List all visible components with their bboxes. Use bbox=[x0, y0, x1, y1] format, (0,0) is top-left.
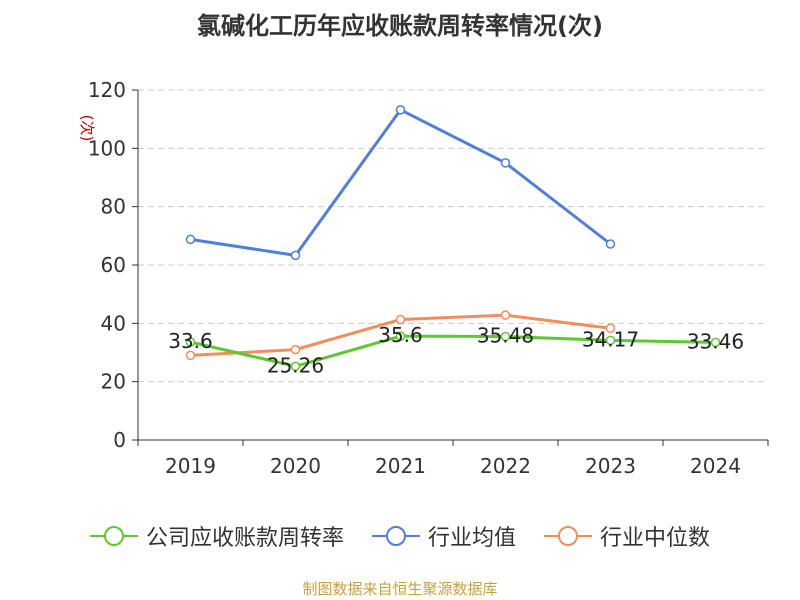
data-label: 33.6 bbox=[168, 329, 213, 353]
legend-item-industry-mean[interactable]: 行业均值 bbox=[371, 520, 516, 552]
y-tick-label: 20 bbox=[101, 370, 126, 394]
data-point bbox=[290, 250, 301, 261]
y-tick-label: 80 bbox=[101, 195, 126, 219]
data-point bbox=[500, 310, 511, 320]
x-tick-label: 2019 bbox=[165, 454, 216, 478]
data-point bbox=[185, 337, 196, 347]
series-line bbox=[190, 334, 716, 368]
x-tick-label: 2024 bbox=[690, 454, 741, 478]
legend-label-industry-median: 行业中位数 bbox=[600, 526, 711, 551]
x-tick-label: 2022 bbox=[480, 454, 531, 478]
data-point bbox=[710, 337, 721, 348]
y-tick-label: 120 bbox=[88, 78, 126, 102]
x-tick-label: 2021 bbox=[375, 454, 426, 478]
data-point bbox=[290, 344, 301, 355]
y-tick-label: 100 bbox=[88, 136, 126, 160]
legend-symbol-industry-median bbox=[544, 526, 592, 546]
source-footer: 制图数据来自恒生聚源数据库 bbox=[302, 580, 498, 598]
y-tick-label: 0 bbox=[113, 428, 126, 452]
data-point bbox=[500, 158, 511, 168]
data-point bbox=[290, 361, 301, 372]
x-tick-label: 2020 bbox=[270, 454, 321, 478]
data-label: 34.17 bbox=[582, 327, 639, 351]
data-label: 25.26 bbox=[267, 353, 324, 377]
legend-item-industry-median[interactable]: 行业中位数 bbox=[544, 520, 710, 552]
data-point bbox=[500, 331, 511, 342]
data-point bbox=[185, 350, 196, 361]
data-label: 35.6 bbox=[378, 323, 423, 347]
legend-item-company[interactable]: 公司应收账款周转率 bbox=[89, 520, 344, 552]
legend-label-industry-mean: 行业均值 bbox=[427, 526, 516, 551]
data-point bbox=[605, 323, 616, 334]
data-label: 35.48 bbox=[477, 324, 534, 348]
legend-label-company: 公司应收账款周转率 bbox=[145, 526, 344, 551]
data-point bbox=[395, 314, 406, 325]
data-point bbox=[605, 335, 616, 346]
chart-title: 氯碱化工历年应收账款周转率情况(次) bbox=[197, 12, 603, 40]
data-label: 33.46 bbox=[687, 329, 744, 353]
legend: 公司应收账款周转率 行业均值 行业中位数 bbox=[0, 520, 800, 552]
y-tick-label: 40 bbox=[101, 311, 126, 335]
legend-symbol-industry-mean bbox=[371, 526, 420, 546]
legend-symbol-company bbox=[89, 526, 138, 546]
y-axis-label: (次) bbox=[78, 115, 96, 142]
data-point bbox=[395, 331, 406, 341]
data-point bbox=[185, 234, 196, 245]
y-tick-label: 60 bbox=[101, 253, 126, 277]
x-tick-label: 2023 bbox=[585, 454, 636, 478]
series-line bbox=[190, 108, 612, 257]
data-point bbox=[605, 239, 616, 249]
data-point bbox=[395, 105, 406, 115]
